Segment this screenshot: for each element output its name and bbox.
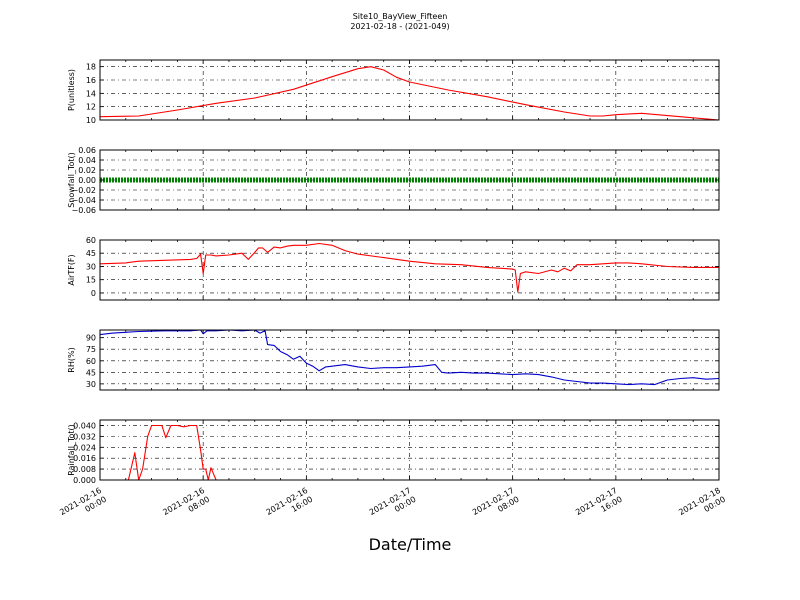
y-tick-label: 0.016	[73, 454, 96, 463]
panel-5: 0.000 0.008 0.016 0.024 0.032 0.040Rainfall_T…	[67, 419, 720, 485]
y-tick-label: 0.024	[73, 443, 96, 452]
y-tick-label: 0.000	[73, 476, 96, 485]
x-tick-label: 2021-02-1708:00	[471, 486, 521, 526]
x-tick-label: 2021-02-1616:00	[265, 486, 315, 526]
y-tick-label: −0.06	[71, 206, 96, 215]
series-line	[100, 424, 719, 480]
y-tick-label: 12	[86, 103, 96, 112]
y-tick-label: −0.04	[71, 196, 96, 205]
y-tick-label: 16	[86, 76, 96, 85]
x-tick-label: 2021-02-1608:00	[161, 486, 211, 526]
series-line	[100, 66, 719, 120]
y-tick-label: 0.032	[73, 432, 96, 441]
x-axis-tick-labels: 2021-02-1600:00 2021-02-1608:00 2021-02-16…	[58, 486, 727, 526]
panel-4: 30 45 60 75 90 RH(%)	[67, 329, 720, 391]
panel-3: 0 15 30 45 60 AirTF(F)	[67, 236, 720, 301]
x-axis-label: Date/Time	[369, 535, 452, 554]
y-axis-label: Snowfall_Tot()	[67, 152, 76, 208]
y-tick-label: 75	[86, 345, 96, 354]
y-tick-label: 60	[86, 236, 96, 245]
y-tick-label: 0.04	[78, 156, 96, 165]
series-line	[100, 242, 719, 293]
y-axis-label: RH(%)	[67, 347, 76, 372]
y-tick-label: 14	[86, 89, 96, 98]
y-tick-label: 0.00	[78, 176, 96, 185]
y-axis-label: Rainfall_Tot()	[67, 424, 76, 476]
y-tick-label: 0.06	[78, 146, 96, 155]
x-tick-label: 2021-02-1716:00	[574, 486, 624, 526]
y-tick-label: 30	[86, 380, 96, 389]
series-line	[100, 330, 719, 386]
y-tick-label: 30	[86, 262, 96, 271]
y-tick-label: 60	[86, 357, 96, 366]
y-tick-label: 0	[91, 289, 96, 298]
x-tick-label: 2021-02-1600:00	[58, 486, 108, 526]
y-tick-label: 45	[86, 368, 96, 377]
y-axis-label: AirTF(F)	[67, 254, 76, 285]
panels: 1012141618P(unitless)−0.06−0.04−0.020.00…	[67, 59, 720, 485]
x-tick-label: 2021-02-1700:00	[368, 486, 418, 526]
panel-2: −0.06−0.04−0.020.000.020.040.06Snowfall_…	[67, 146, 720, 215]
y-tick-label: 45	[86, 249, 96, 258]
y-tick-label: 10	[86, 116, 96, 125]
y-tick-label: 0.02	[78, 166, 96, 175]
panel-1: 10 12 14 16 18 P(unitless)	[67, 59, 720, 125]
y-tick-label: 18	[86, 63, 96, 72]
y-tick-label: 15	[86, 276, 96, 285]
y-tick-label: 0.008	[73, 465, 96, 474]
x-tick-label: 2021-02-1800:00	[677, 486, 727, 526]
y-tick-label: 0.040	[73, 421, 96, 430]
chart-subtitle: 2021-02-18 - (2021-049)	[350, 22, 449, 31]
y-tick-label: −0.02	[71, 186, 96, 195]
y-tick-label: 90	[86, 334, 96, 343]
y-axis-label: P(unitless)	[67, 69, 76, 111]
chart-title: Site10_BayView_Fifteen	[353, 12, 448, 21]
